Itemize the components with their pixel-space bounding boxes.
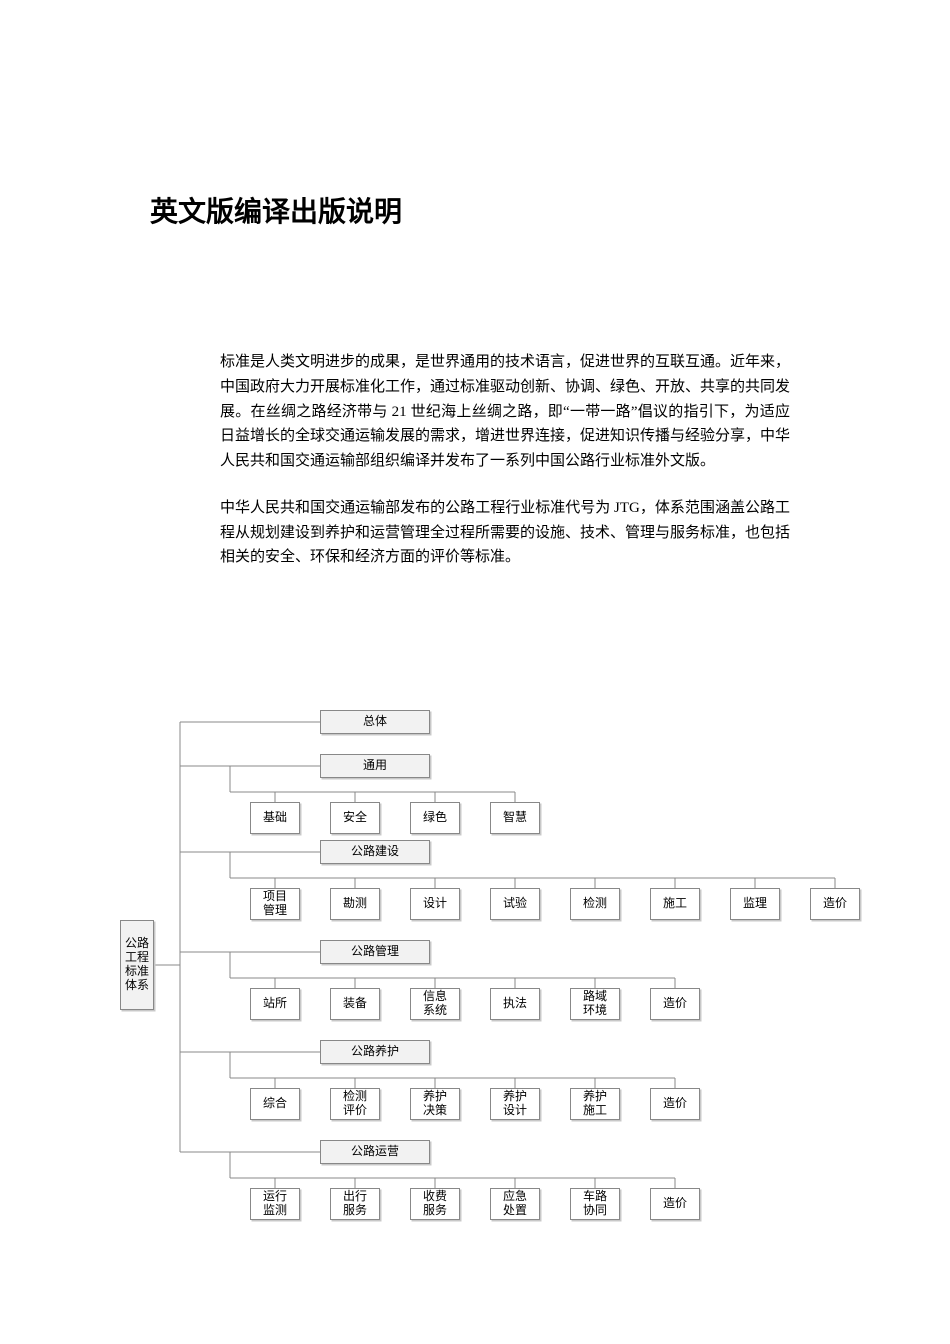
leaf-5-5: 造价 (650, 1188, 700, 1220)
section-header-5: 公路运营 (320, 1140, 430, 1164)
leaf-2-4: 检测 (570, 888, 620, 920)
leaf-2-5: 施工 (650, 888, 700, 920)
leaf-3-1: 装备 (330, 988, 380, 1020)
leaf-3-3: 执法 (490, 988, 540, 1020)
section-header-3: 公路管理 (320, 940, 430, 964)
leaf-3-2: 信息 系统 (410, 988, 460, 1020)
leaf-1-0: 基础 (250, 802, 300, 834)
section-header-0: 总体 (320, 710, 430, 734)
leaf-4-1: 检测 评价 (330, 1088, 380, 1120)
leaf-3-5: 造价 (650, 988, 700, 1020)
leaf-5-3: 应急 处置 (490, 1188, 540, 1220)
section-header-1: 通用 (320, 754, 430, 778)
leaf-1-1: 安全 (330, 802, 380, 834)
leaf-2-2: 设计 (410, 888, 460, 920)
leaf-5-2: 收费 服务 (410, 1188, 460, 1220)
leaf-4-2: 养护 决策 (410, 1088, 460, 1120)
leaf-1-3: 智慧 (490, 802, 540, 834)
leaf-5-0: 运行 监测 (250, 1188, 300, 1220)
paragraph-1: 标准是人类文明进步的成果，是世界通用的技术语言，促进世界的互联互通。近年来，中国… (220, 350, 790, 474)
leaf-4-5: 造价 (650, 1088, 700, 1120)
leaf-4-3: 养护 设计 (490, 1088, 540, 1120)
standards-hierarchy-diagram: 公路 工程 标准 体系总体通用基础安全绿色智慧公路建设项目 管理勘测设计试验检测… (120, 710, 880, 1260)
leaf-2-1: 勘测 (330, 888, 380, 920)
leaf-2-7: 造价 (810, 888, 860, 920)
leaf-5-4: 车路 协同 (570, 1188, 620, 1220)
root-box: 公路 工程 标准 体系 (120, 920, 154, 1010)
leaf-2-0: 项目 管理 (250, 888, 300, 920)
leaf-4-4: 养护 施工 (570, 1088, 620, 1120)
leaf-2-6: 监理 (730, 888, 780, 920)
body-text: 标准是人类文明进步的成果，是世界通用的技术语言，促进世界的互联互通。近年来，中国… (220, 350, 790, 592)
leaf-1-2: 绿色 (410, 802, 460, 834)
page-title: 英文版编译出版说明 (150, 190, 402, 230)
section-header-4: 公路养护 (320, 1040, 430, 1064)
leaf-3-0: 站所 (250, 988, 300, 1020)
leaf-5-1: 出行 服务 (330, 1188, 380, 1220)
leaf-3-4: 路域 环境 (570, 988, 620, 1020)
leaf-2-3: 试验 (490, 888, 540, 920)
leaf-4-0: 综合 (250, 1088, 300, 1120)
paragraph-2: 中华人民共和国交通运输部发布的公路工程行业标准代号为 JTG，体系范围涵盖公路工… (220, 496, 790, 570)
diagram-connectors (120, 710, 880, 1260)
section-header-2: 公路建设 (320, 840, 430, 864)
